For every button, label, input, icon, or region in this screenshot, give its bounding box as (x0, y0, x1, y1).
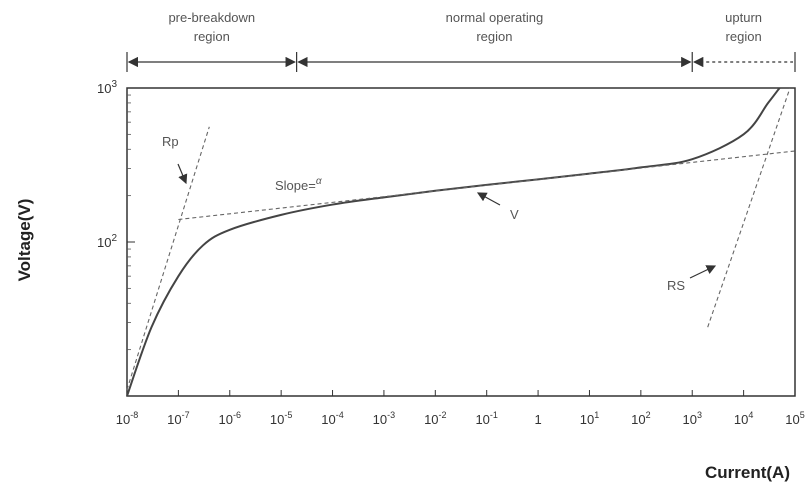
annotation-arrow (476, 192, 501, 206)
series-slope-line (178, 150, 796, 221)
axis-ticks: 10-8 10-7 10-6 10-5 10-4 10-3 10-2 10-1 1 101 102 1… (97, 79, 805, 427)
region-label: pre-breakdown (168, 10, 255, 25)
x-tick-label: 10-1 (475, 410, 497, 427)
y-tick-label: 103 (97, 79, 117, 96)
annotation-label: V (510, 207, 519, 222)
y-axis-title: Voltage(V) (15, 199, 34, 282)
x-tick-label: 102 (631, 410, 650, 427)
x-tick-label: 1 (534, 412, 541, 427)
series-lines (126, 87, 796, 397)
annotation-label: Rp (162, 134, 179, 149)
x-tick-label: 10-5 (270, 410, 292, 427)
plot-frame (126, 87, 796, 397)
y-tick-label: 102 (97, 233, 117, 250)
x-tick-label: 10-8 (116, 410, 138, 427)
x-tick-label: 101 (580, 410, 599, 427)
plot-area-border (126, 87, 796, 397)
annotation-label: Slope=α (275, 176, 322, 193)
series-v-line (126, 87, 781, 397)
x-tick-label: 104 (734, 410, 753, 427)
x-tick-label: 10-4 (321, 410, 343, 427)
annotation-arrow (689, 265, 717, 279)
region-label: upturn (725, 10, 762, 25)
series-rp-line (126, 126, 210, 390)
x-tick-label: 105 (785, 410, 804, 427)
region-label: region (726, 29, 762, 44)
x-tick-label: 10-2 (424, 410, 446, 427)
region-bands: pre-breakdown region normal operating regio… (126, 10, 796, 72)
region-label: region (194, 29, 230, 44)
x-tick-label: 10-7 (167, 410, 189, 427)
x-axis-title: Current(A) (705, 463, 790, 482)
annotations: Rp Slope=α V RS (162, 134, 717, 293)
region-label: normal operating (446, 10, 544, 25)
series-rs-line (707, 87, 791, 328)
region-label: region (476, 29, 512, 44)
x-tick-label: 10-6 (219, 410, 241, 427)
annotation-arrow (177, 163, 188, 185)
x-tick-label: 103 (682, 410, 701, 427)
x-tick-label: 10-3 (373, 410, 395, 427)
annotation-label: RS (667, 278, 685, 293)
